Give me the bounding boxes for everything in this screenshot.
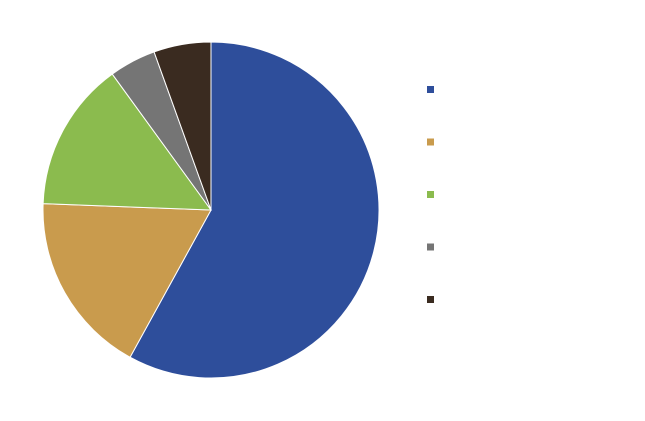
legend-item-3 [427,191,434,198]
legend-item-1 [427,86,434,93]
legend-swatch-5 [427,296,434,303]
pie-slice-2 [42,203,212,358]
legend-item-4 [427,243,434,251]
legend-item-2 [427,138,434,146]
legend-swatch-3 [427,191,434,198]
pie-slice-1 [129,41,380,379]
pie-slice-3 [42,73,213,211]
legend-swatch-2 [427,138,434,146]
legend-item-5 [427,296,434,303]
legend [427,86,434,303]
pie-slice-5 [153,41,212,211]
legend-swatch-1 [427,86,434,93]
pie-slices [42,41,380,379]
legend-swatch-4 [427,243,434,251]
